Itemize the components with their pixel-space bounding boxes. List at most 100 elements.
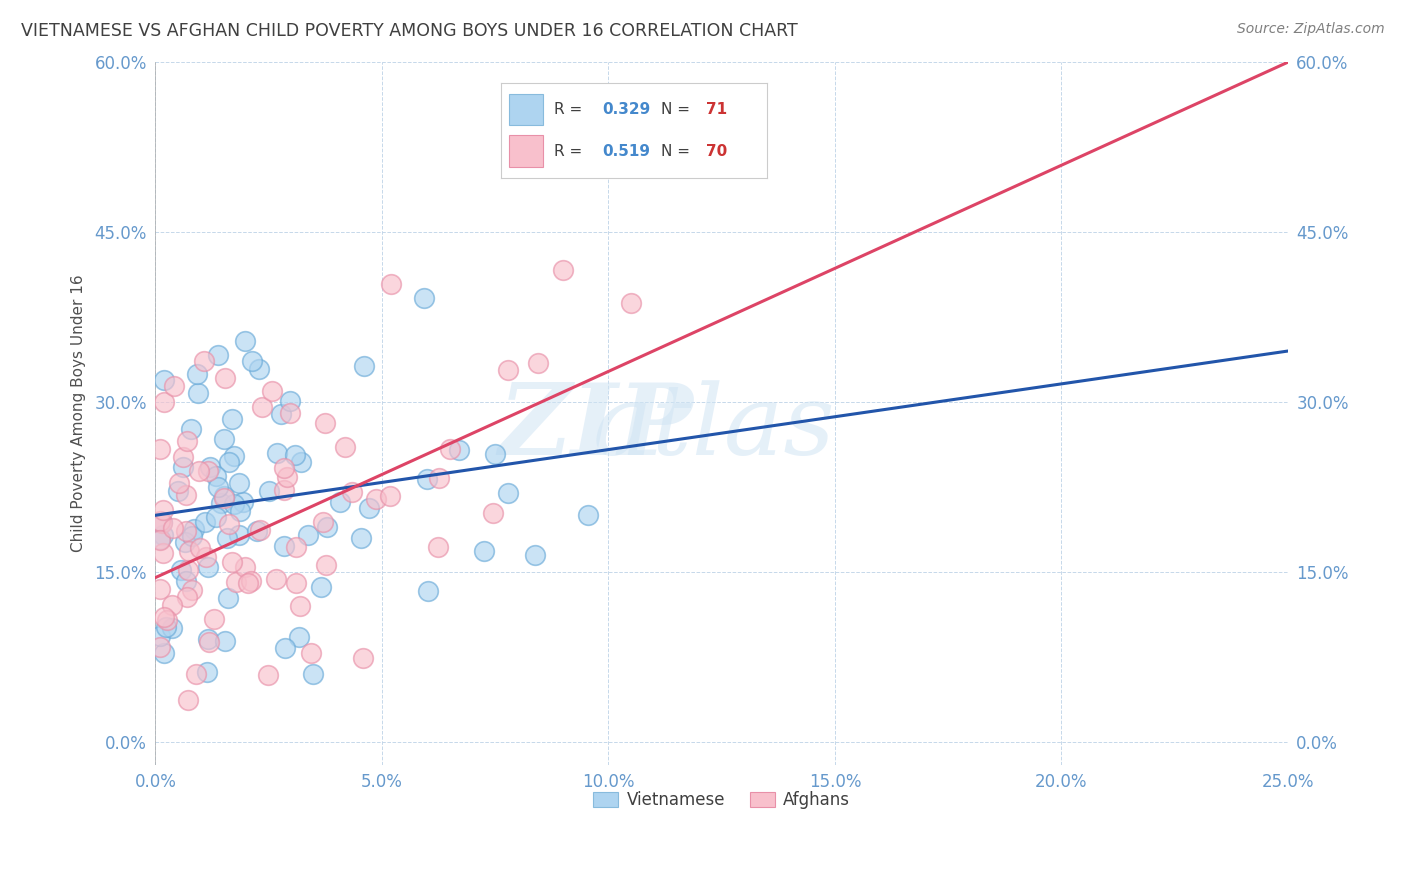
Legend: Vietnamese, Afghans: Vietnamese, Afghans [586,785,856,816]
Point [239,574,262,588]
Point [207,348,229,362]
Point [176,590,198,604]
Point [526,356,548,370]
Point [250,400,273,414]
Point [174,524,197,538]
Point [496,363,519,377]
Point [149,532,172,546]
Point [232,495,254,509]
Point [357,501,380,516]
Point [153,646,176,660]
Point [205,510,228,524]
Point [228,503,250,517]
Point [150,516,173,531]
Point [172,450,194,464]
Point [187,386,209,401]
Point [184,666,207,681]
Point [162,521,184,535]
Point [290,455,312,469]
Point [288,631,311,645]
Point [215,531,238,545]
Point [276,470,298,484]
Point [214,371,236,385]
Point [315,520,337,534]
Point [176,434,198,448]
Point [439,442,461,456]
Point [177,563,200,577]
Point [170,563,193,577]
Point [378,489,401,503]
Point [156,613,179,627]
Point [236,576,259,591]
Y-axis label: Child Poverty Among Boys Under 16: Child Poverty Among Boys Under 16 [72,275,86,552]
Point [212,432,235,446]
Point [149,582,172,596]
Point [194,516,217,530]
Point [273,483,295,497]
Point [429,470,451,484]
Point [183,522,205,536]
Point [301,667,323,681]
Point [197,464,219,478]
Point [342,485,364,500]
Point [149,629,172,643]
Point [153,395,176,409]
Point [212,491,235,506]
Point [172,460,194,475]
Point [186,368,208,382]
Point [353,359,375,374]
Point [240,354,263,368]
Point [235,559,257,574]
Point [155,620,177,634]
Point [218,455,240,469]
Point [335,440,357,454]
Point [352,650,374,665]
Point [620,296,643,310]
Point [153,610,176,624]
Point [246,524,269,538]
Point [278,406,301,420]
Point [228,528,250,542]
Point [484,447,506,461]
Point [257,668,280,682]
Point [169,476,191,491]
Point [204,469,226,483]
Point [217,591,239,606]
Point [380,277,402,292]
Point [481,506,503,520]
Point [193,353,215,368]
Point [195,665,218,679]
Point [153,373,176,387]
Text: VIETNAMESE VS AFGHAN CHILD POVERTY AMONG BOYS UNDER 16 CORRELATION CHART: VIETNAMESE VS AFGHAN CHILD POVERTY AMONG… [21,22,797,40]
Point [314,416,336,430]
Point [315,558,337,572]
Point [274,640,297,655]
Point [247,362,270,376]
Point [284,448,307,462]
Point [350,531,373,545]
Text: atlas: atlas [592,380,835,475]
Point [222,450,245,464]
Point [285,575,308,590]
Point [309,580,332,594]
Point [214,633,236,648]
Point [188,541,211,556]
Point [197,560,219,574]
Point [198,460,221,475]
Point [412,291,434,305]
Point [174,534,197,549]
Point [312,516,335,530]
Point [198,635,221,649]
Point [160,598,183,612]
Text: Source: ZipAtlas.com: Source: ZipAtlas.com [1237,22,1385,37]
Point [221,555,243,569]
Point [212,489,235,503]
Point [221,412,243,426]
Point [329,495,352,509]
Point [273,539,295,553]
Point [259,483,281,498]
Point [224,497,246,511]
Point [149,533,172,547]
Point [149,640,172,654]
Point [364,492,387,507]
